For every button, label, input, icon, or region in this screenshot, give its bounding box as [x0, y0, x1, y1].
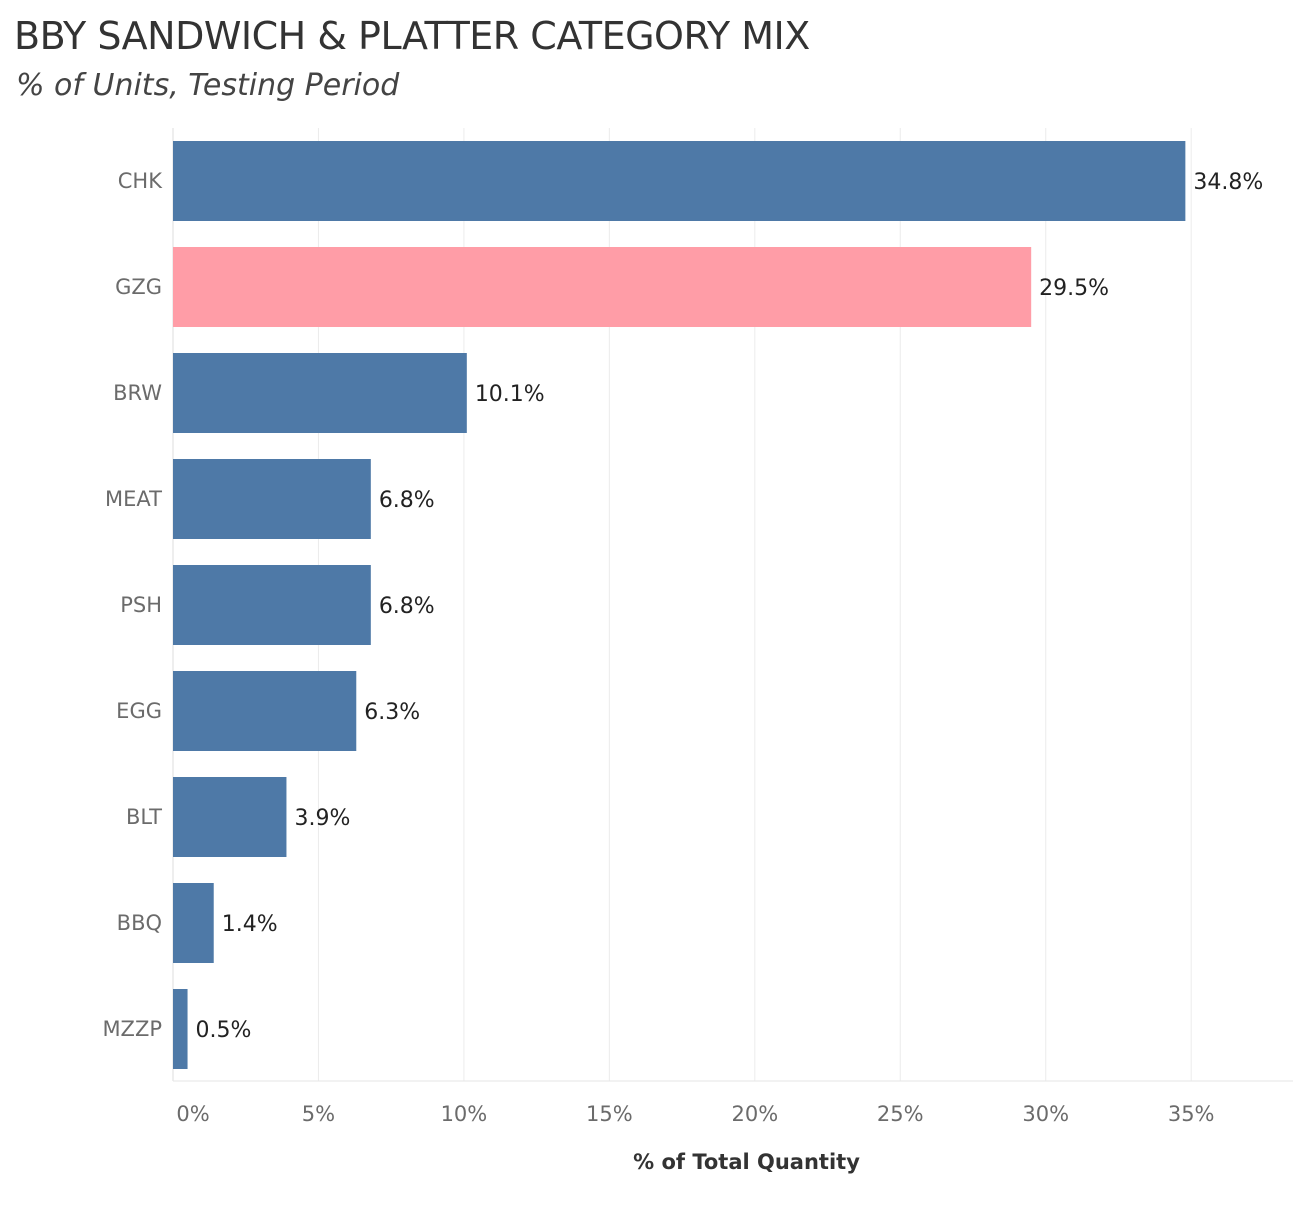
value-label-blt: 3.9%	[294, 806, 350, 831]
value-label-mzzp: 0.5%	[196, 1018, 252, 1043]
category-label-meat: MEAT	[105, 487, 162, 511]
x-tick-label: 30%	[1022, 1102, 1069, 1126]
value-label-meat: 6.8%	[379, 488, 435, 513]
x-tick-label: 0%	[176, 1102, 209, 1126]
value-label-chk: 34.8%	[1193, 170, 1263, 195]
bar-meat	[173, 459, 371, 539]
chart-subtitle: % of Units, Testing Period	[16, 68, 400, 103]
category-label-blt: BLT	[126, 805, 162, 829]
value-label-brw: 10.1%	[475, 382, 545, 407]
category-label-bbq: BBQ	[117, 911, 162, 935]
value-label-gzg: 29.5%	[1039, 276, 1109, 301]
x-axis-title: % of Total Quantity	[633, 1150, 860, 1174]
bar-psh	[173, 565, 371, 645]
bar-mzzp	[173, 989, 188, 1069]
value-label-bbq: 1.4%	[222, 912, 278, 937]
category-label-gzg: GZG	[115, 275, 162, 299]
value-label-egg: 6.3%	[364, 700, 420, 725]
bar-bbq	[173, 883, 214, 963]
value-label-psh: 6.8%	[379, 594, 435, 619]
x-tick-label: 20%	[731, 1102, 778, 1126]
bar-brw	[173, 353, 467, 433]
bar-egg	[173, 671, 357, 751]
x-tick-label: 5%	[302, 1102, 335, 1126]
chart-title: BBY SANDWICH & PLATTER CATEGORY MIX	[14, 14, 810, 58]
bar-blt	[173, 777, 287, 857]
x-tick-label: 35%	[1168, 1102, 1215, 1126]
category-label-brw: BRW	[113, 381, 162, 405]
category-label-egg: EGG	[116, 699, 162, 723]
category-label-chk: CHK	[118, 169, 163, 193]
x-tick-label: 10%	[441, 1102, 488, 1126]
category-label-psh: PSH	[120, 593, 162, 617]
bar-chk	[173, 141, 1186, 221]
bar-gzg	[173, 247, 1032, 327]
x-tick-label: 15%	[586, 1102, 633, 1126]
category-label-mzzp: MZZP	[102, 1017, 162, 1041]
x-tick-label: 25%	[877, 1102, 924, 1126]
